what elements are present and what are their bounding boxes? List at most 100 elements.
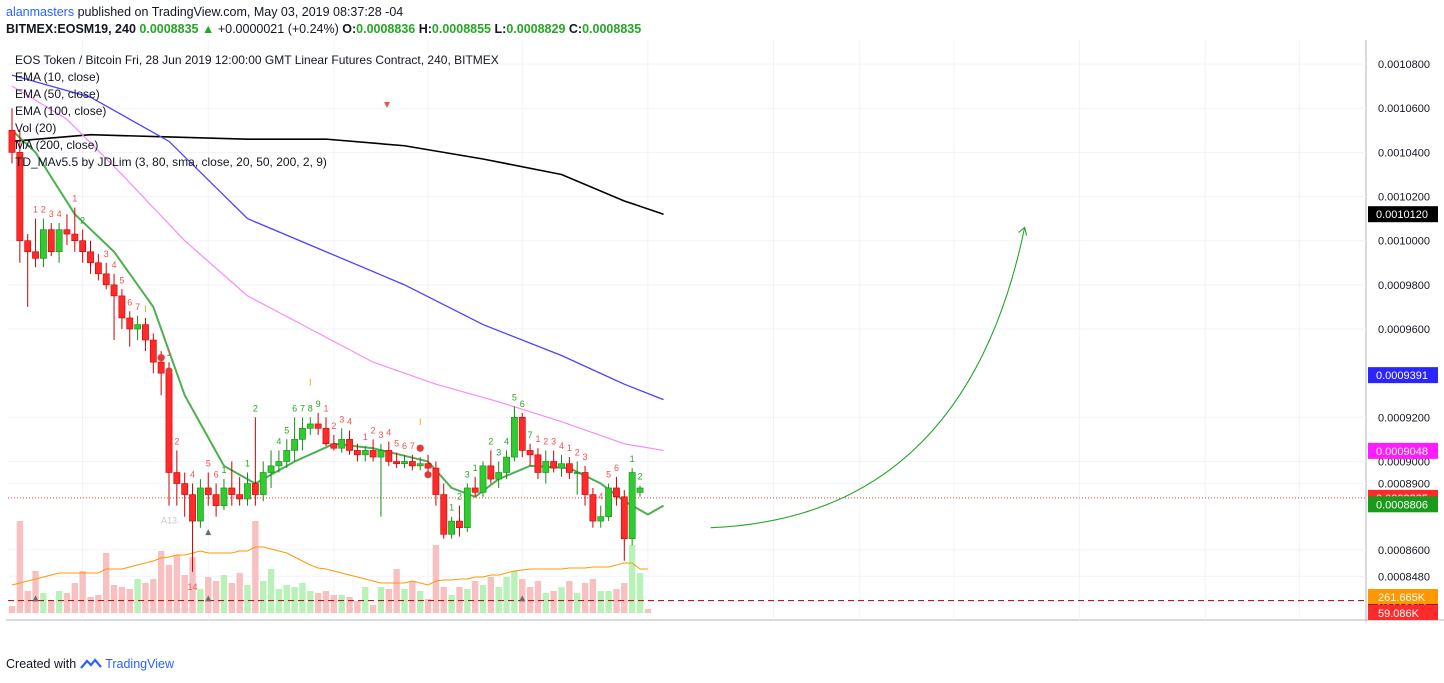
td-count-label: 1 (166, 348, 171, 358)
candle-body (228, 487, 236, 495)
volume-bar (550, 591, 557, 613)
candle-body (189, 494, 196, 522)
volume-bar (55, 591, 63, 613)
volume-badge-label: 59.086K (1378, 608, 1420, 620)
candle-body (385, 450, 393, 462)
high-value: 0.0008855 (431, 22, 492, 36)
volume-bar (299, 583, 306, 613)
volume-bar (409, 581, 416, 613)
candle-body (550, 461, 558, 469)
y-tick-label: 0.0009800 (1378, 280, 1430, 292)
ema100-line (11, 74, 664, 401)
legend-ema50[interactable]: EMA (50, close) (15, 87, 100, 101)
volume-bar (448, 595, 455, 613)
legend-vol[interactable]: Vol (20) (15, 121, 57, 135)
volume-bar (291, 587, 298, 613)
td-count-label: 6 (127, 297, 132, 307)
up-arrow-icon: ▲ (201, 22, 215, 36)
td-count-label: I (309, 377, 312, 387)
volume-bar (417, 591, 424, 613)
td-count-label: 2 (488, 436, 493, 446)
td-signal-dot (165, 367, 173, 375)
candle-body (581, 472, 589, 495)
candle-body (440, 494, 448, 535)
price-badge-label: 0.0009391 (1376, 370, 1428, 382)
td-count-label: 2 (543, 436, 548, 446)
volume-bar (605, 591, 612, 613)
td-count-label: 1 (245, 459, 250, 469)
td-count-label: 1 (567, 443, 572, 453)
td-count-label: 14 (188, 582, 198, 592)
candle-body (510, 417, 518, 458)
volume-bar (142, 583, 149, 613)
legend-ema10[interactable]: EMA (10, close) (15, 70, 100, 84)
td-count-label: 5 (284, 425, 289, 435)
candle-body (424, 463, 432, 469)
publisher-link[interactable]: alanmasters (6, 5, 75, 19)
volume-bar (173, 555, 181, 613)
td-count-label: 5 (606, 470, 611, 480)
candle-body (613, 487, 620, 498)
td-count-label: 4 (598, 492, 603, 502)
td-count-label: 1 (449, 503, 454, 513)
down-marker-icon (384, 102, 390, 108)
legend-td[interactable]: TD_MAv5.5 by JDLim (3, 80, sma, close, 2… (15, 155, 327, 169)
volume-bar (338, 595, 345, 613)
td-count-label: I (144, 304, 147, 314)
price-change: +0.0000021 (+0.24%) (217, 22, 339, 36)
candle-body (63, 229, 71, 235)
y-tick-label: 0.0010600 (1378, 103, 1430, 115)
volume-bar (24, 591, 31, 613)
td-count-label: 4 (190, 470, 195, 480)
candle-body (236, 494, 244, 500)
candle-body (495, 472, 503, 480)
low-label: L: (494, 22, 507, 36)
volume-bar (424, 599, 432, 613)
volume-bar (236, 573, 243, 613)
volume-bar (157, 551, 165, 613)
candle-body (503, 456, 510, 473)
volume-bar (220, 575, 228, 613)
td-count-label: 1 (323, 403, 328, 413)
candle-body (259, 472, 267, 495)
y-tick-label: 0.0010400 (1378, 147, 1430, 159)
forecast-arrowhead-icon (1018, 226, 1028, 236)
close-value: 0.0008835 (582, 22, 642, 36)
td-count-label: 4 (57, 209, 62, 219)
tradingview-link[interactable]: TradingView (105, 657, 174, 671)
symbol: BITMEX:EOSM19, 240 (6, 22, 136, 36)
candle-body (330, 443, 338, 449)
volume-bar (322, 591, 330, 613)
td-count-label: 4 (276, 436, 281, 446)
candle-body (251, 483, 259, 495)
volume-bar (32, 571, 39, 613)
td-count-label: 6 (214, 470, 219, 480)
candle-body (157, 361, 165, 374)
td-count-label: 1 (33, 205, 38, 215)
volume-bar (228, 583, 235, 613)
candle-body (71, 233, 79, 241)
candle-body (597, 516, 605, 522)
last-price: 0.0008835 (139, 22, 199, 36)
y-tick-label: 0.0008600 (1378, 545, 1430, 557)
td-count-label: 5 (119, 275, 124, 285)
candle-body (377, 450, 385, 458)
td-count-label: 4 (347, 417, 352, 427)
candle-body (526, 450, 534, 456)
legend-ema100[interactable]: EMA (100, close) (15, 104, 107, 118)
price-badge-label: 0.0008806 (1376, 499, 1428, 511)
candle-body (16, 152, 24, 241)
td-count-label: 3 (104, 249, 109, 259)
volume-bar (628, 545, 636, 613)
candle-body (369, 450, 377, 458)
plot-area (6, 40, 1366, 620)
volume-bar (40, 593, 47, 613)
candle-body (620, 496, 628, 540)
ema50-line (11, 85, 664, 452)
price-badge-label: 0.0009048 (1376, 446, 1428, 458)
candle-body (416, 463, 424, 467)
price-chart[interactable]: 0.0010800 0.0010600 0.0010400 0.0010200 0.00… (0, 40, 1444, 622)
candle-body (110, 284, 118, 297)
candle-body (8, 130, 16, 153)
legend-ma200[interactable]: MA (200, close) (15, 138, 99, 152)
